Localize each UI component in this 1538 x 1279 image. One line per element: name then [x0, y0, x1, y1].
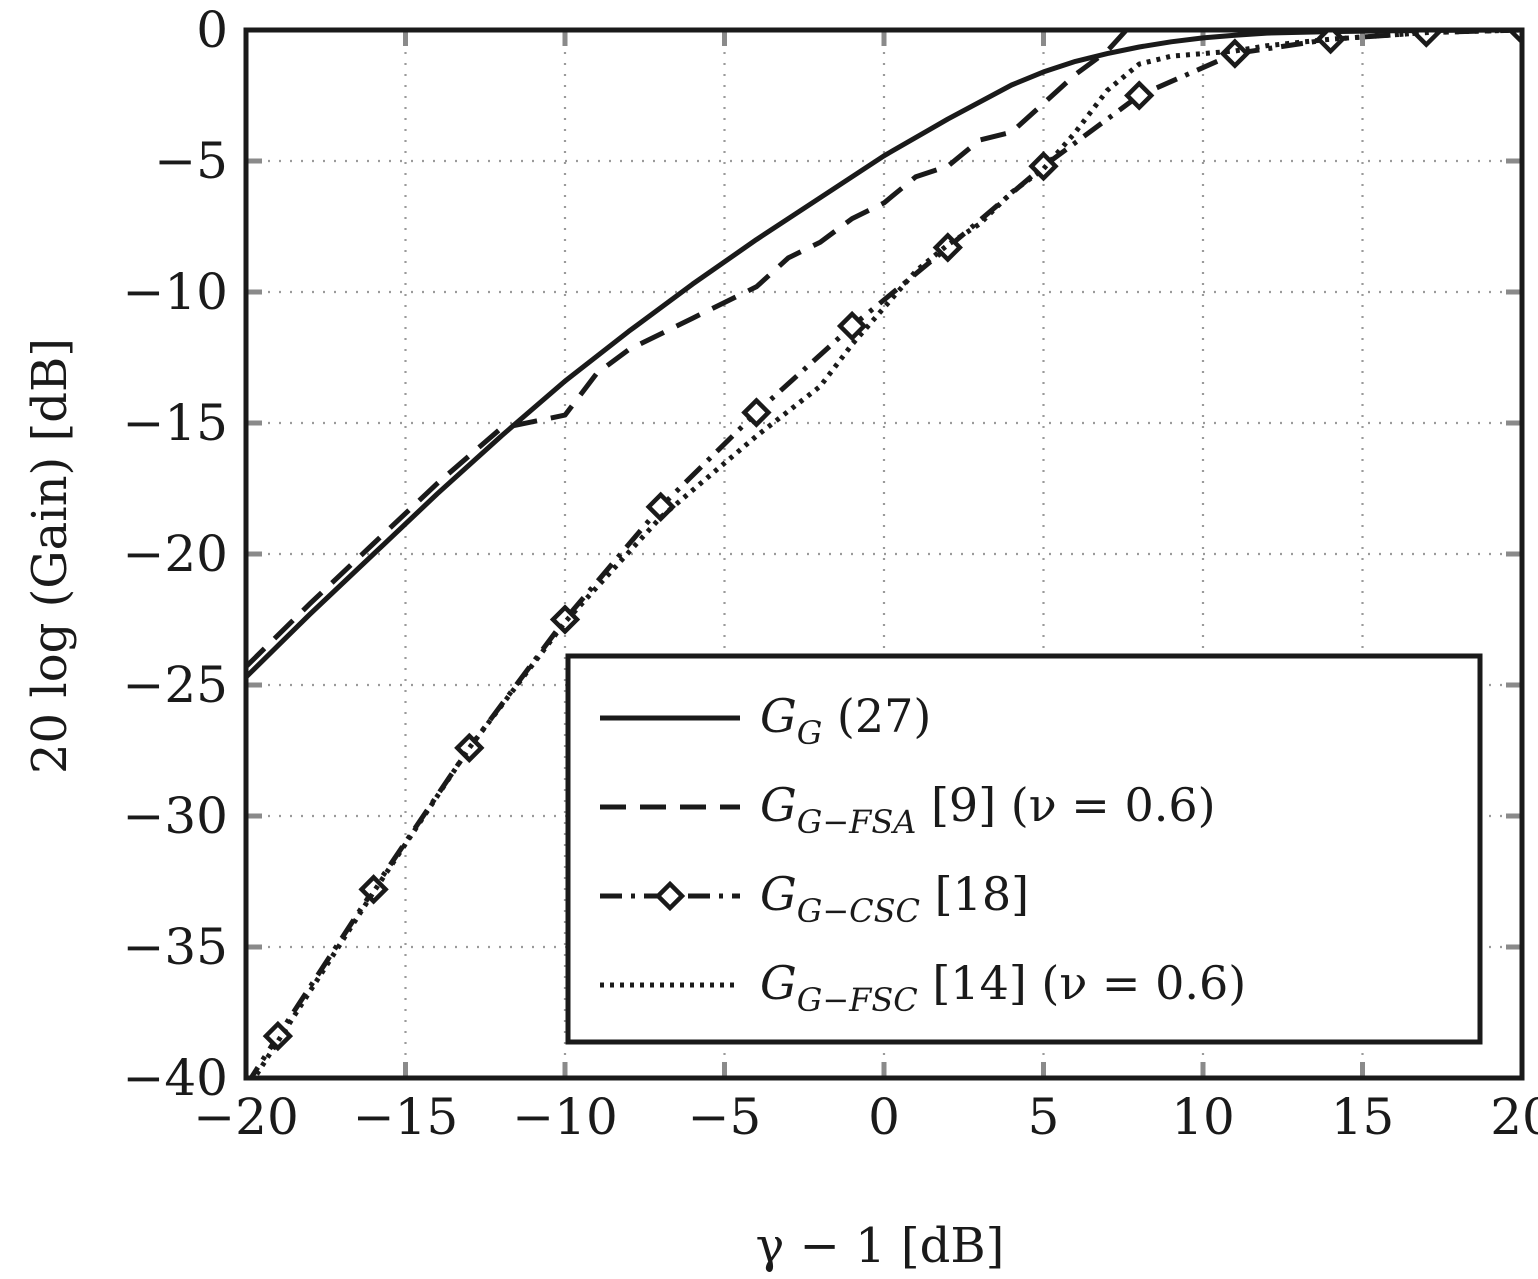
- legend-entry-label: GG (27): [760, 689, 931, 752]
- legend-entry-subscript: G: [797, 714, 823, 752]
- y-tick-label: −40: [122, 1049, 228, 1107]
- series-group: [246, 30, 1522, 679]
- series-point: [741, 397, 772, 428]
- x-tick-label: −20: [193, 1088, 299, 1146]
- y-axis-label: 20 log (Gain) [dB]: [22, 338, 78, 774]
- x-tick-label: 20: [1490, 1088, 1538, 1146]
- legend-entry-reference: (27): [822, 689, 931, 743]
- legend-entry-label: GG−FSA [9] (ν = 0.6): [760, 778, 1216, 841]
- series-point: [262, 1020, 294, 1052]
- x-tick-label: −5: [688, 1088, 762, 1146]
- legend-entry-symbol: G: [760, 689, 797, 743]
- x-tick-label: −15: [353, 1088, 459, 1146]
- series-point: [836, 310, 868, 342]
- y-tick-label: 0: [196, 1, 228, 59]
- x-tick-label: 10: [1171, 1088, 1235, 1146]
- series-point: [549, 604, 581, 635]
- series-point: [1124, 80, 1155, 111]
- series-point: [1506, 30, 1522, 46]
- series-layer: [246, 30, 1522, 1078]
- tick-labels: −20 −15 −10 −5 0 5 10 15 20 0 −5 −10 −15 −20 −25 −30 −35…: [122, 1, 1538, 1146]
- y-tick-label: −5: [154, 132, 228, 190]
- legend-entry-subscript: G−FSA: [797, 803, 917, 841]
- series-point: [358, 874, 389, 905]
- plot-frame: [243, 27, 1525, 1081]
- y-tick-label: −25: [122, 656, 228, 714]
- series-line: [246, 30, 1129, 669]
- legend: GG (27)GG−FSA [9] (ν = 0.6)GG−CSC [18]GG…: [565, 653, 1483, 1045]
- y-tick-label: −10: [122, 263, 228, 321]
- legend-entry-symbol: G: [760, 956, 797, 1010]
- legend-entry-label: GG−CSC [18]: [760, 867, 1029, 930]
- legend-entry-subscript: G−CSC: [797, 892, 920, 930]
- legend-entry-symbol: G: [760, 867, 797, 921]
- legend-swatch-marker: [654, 880, 686, 912]
- legend-entry-symbol: G: [760, 778, 797, 832]
- series-point: [645, 491, 676, 523]
- x-tick-label: −10: [512, 1088, 618, 1146]
- series-line: [246, 30, 1522, 679]
- y-tick-label: −30: [122, 787, 228, 845]
- y-tick-label: −15: [122, 394, 228, 452]
- series-point: [1411, 30, 1442, 48]
- y-tick-label: −35: [122, 918, 228, 976]
- legend-entry-label: GG−FSC [14] (ν = 0.6): [760, 956, 1246, 1019]
- x-axis-label: γ − 1 [dB]: [756, 1218, 1005, 1274]
- y-tick-label: −20: [122, 525, 228, 583]
- series-group: [246, 30, 1129, 669]
- x-tick-label: 15: [1331, 1088, 1395, 1146]
- legend-entry-reference: [18]: [920, 867, 1029, 921]
- x-tick-label: 5: [1028, 1088, 1060, 1146]
- legend-entry-subscript: G−FSC: [797, 981, 918, 1019]
- series-point: [1315, 30, 1346, 55]
- x-tick-label: 0: [868, 1088, 900, 1146]
- legend-entry-reference: [9] (ν = 0.6): [916, 778, 1215, 832]
- legend-entry-reference: [14] (ν = 0.6): [918, 956, 1246, 1010]
